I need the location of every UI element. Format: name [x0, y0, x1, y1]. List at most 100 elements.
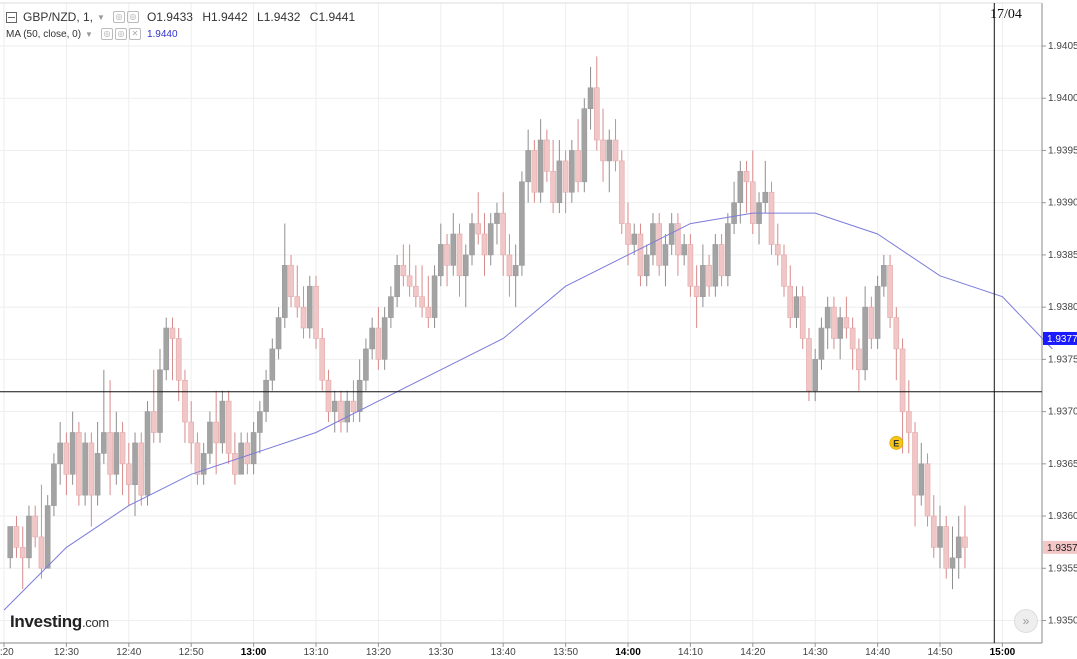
- candle-body: [962, 536, 968, 548]
- candle-body: [194, 442, 201, 475]
- low-value: L1.9432: [257, 10, 301, 24]
- close-icon[interactable]: ✕: [128, 28, 141, 40]
- candle-body: [606, 139, 613, 162]
- candle-body: [182, 379, 188, 423]
- candle-body: [806, 338, 812, 391]
- y-tick-label: 1.9385: [1048, 250, 1077, 261]
- chart-legend-ma: MA (50, close, 0) ▼ ◎ ◎ ✕ 1.9440: [6, 28, 178, 40]
- candle-body: [437, 244, 444, 277]
- candle-body: [856, 348, 862, 371]
- last-price-tag-bg: [1043, 540, 1077, 554]
- candle-body: [949, 557, 956, 569]
- visibility-icon[interactable]: ◎: [126, 11, 139, 23]
- x-tick-label: 12:30: [54, 647, 79, 658]
- candle-body: [425, 306, 432, 318]
- candle-body: [905, 411, 912, 433]
- candle-body: [113, 432, 120, 475]
- crosshair-date-label: 17/04: [990, 7, 1022, 22]
- candle-body: [662, 244, 669, 266]
- candle-body: [712, 244, 719, 287]
- candle-body: [556, 160, 563, 203]
- logo-suffix: .com: [81, 615, 109, 630]
- open-value: O1.9433: [146, 10, 193, 24]
- candle-body: [587, 87, 594, 109]
- candle-body: [138, 442, 145, 496]
- x-tick-label: 13:50: [553, 647, 578, 658]
- candle-body: [569, 150, 575, 193]
- candle-body: [300, 306, 307, 329]
- x-tick-label: 14:40: [865, 647, 890, 658]
- candle-body: [244, 442, 251, 465]
- candle-body: [550, 171, 556, 203]
- candle-body: [381, 317, 388, 360]
- ma-label[interactable]: MA (50, close, 0): [6, 28, 82, 40]
- candle-body: [531, 150, 538, 193]
- x-tick-label: 15:00: [990, 647, 1016, 658]
- candle-body: [450, 233, 457, 266]
- candle-body: [163, 327, 170, 371]
- x-tick-label: 2:20: [0, 647, 14, 658]
- candle-body: [325, 379, 332, 412]
- candle-body: [849, 327, 856, 350]
- candle-body: [600, 139, 606, 162]
- candle-body: [157, 369, 163, 433]
- candle-body: [469, 223, 475, 256]
- candle-body: [175, 338, 182, 381]
- candle-body: [369, 327, 375, 350]
- chevron-down-icon[interactable]: ▼: [97, 12, 105, 22]
- candle-body: [107, 432, 113, 475]
- settings-icon[interactable]: ◎: [100, 28, 113, 40]
- x-tick-label: 14:00: [615, 647, 641, 658]
- candle-body: [119, 432, 126, 465]
- candle-body: [924, 463, 931, 517]
- candle-body: [718, 244, 725, 277]
- candle-body: [94, 453, 101, 496]
- candle-body: [575, 150, 581, 183]
- candle-body: [319, 338, 326, 381]
- candle-body: [69, 432, 76, 475]
- candle-body: [250, 432, 257, 465]
- double-chevron-right-icon[interactable]: »: [1014, 609, 1038, 633]
- settings-icon[interactable]: ◎: [112, 11, 125, 23]
- candle-body: [475, 223, 482, 235]
- x-tick-label: 13:30: [428, 647, 453, 658]
- x-tick-label: 14:30: [803, 647, 828, 658]
- visibility-icon[interactable]: ◎: [114, 28, 127, 40]
- candle-body: [462, 254, 469, 277]
- candle-body: [101, 432, 107, 454]
- candle-body: [44, 505, 51, 569]
- chevron-down-icon[interactable]: ▼: [85, 29, 93, 39]
- candle-body: [787, 285, 794, 318]
- candle-body: [762, 191, 769, 203]
- candle-body: [494, 212, 500, 224]
- candle-body: [406, 275, 413, 287]
- candle-body: [843, 317, 850, 329]
- candle-body: [263, 379, 269, 412]
- candle-body: [331, 400, 338, 412]
- candle-body: [930, 515, 937, 548]
- y-tick-label: 1.9370: [1048, 407, 1077, 418]
- ohlc-values: O1.9433 H1.9442 L1.9432 C1.9441: [147, 10, 361, 24]
- candle-body: [275, 317, 282, 350]
- candle-body: [700, 265, 706, 297]
- candle-body: [612, 139, 619, 162]
- candle-body: [874, 285, 881, 339]
- y-tick-label: 1.9375: [1048, 354, 1077, 365]
- symbol-label[interactable]: GBP/NZD, 1,: [23, 10, 94, 24]
- collapse-icon[interactable]: [6, 11, 17, 23]
- candle-body: [862, 306, 868, 371]
- candle-body: [818, 327, 825, 360]
- candle-body: [88, 442, 95, 496]
- candle-body: [7, 526, 14, 559]
- candle-body: [400, 265, 407, 277]
- y-tick-label: 1.9380: [1048, 302, 1077, 313]
- candle-body: [225, 400, 232, 454]
- candle-body: [394, 265, 400, 297]
- x-tick-label: 13:10: [303, 647, 328, 658]
- candle-body: [824, 306, 831, 329]
- ma-price-tag-label: 1.9377: [1047, 334, 1077, 345]
- candle-body: [356, 379, 363, 412]
- investing-logo: Investing.com: [10, 612, 109, 632]
